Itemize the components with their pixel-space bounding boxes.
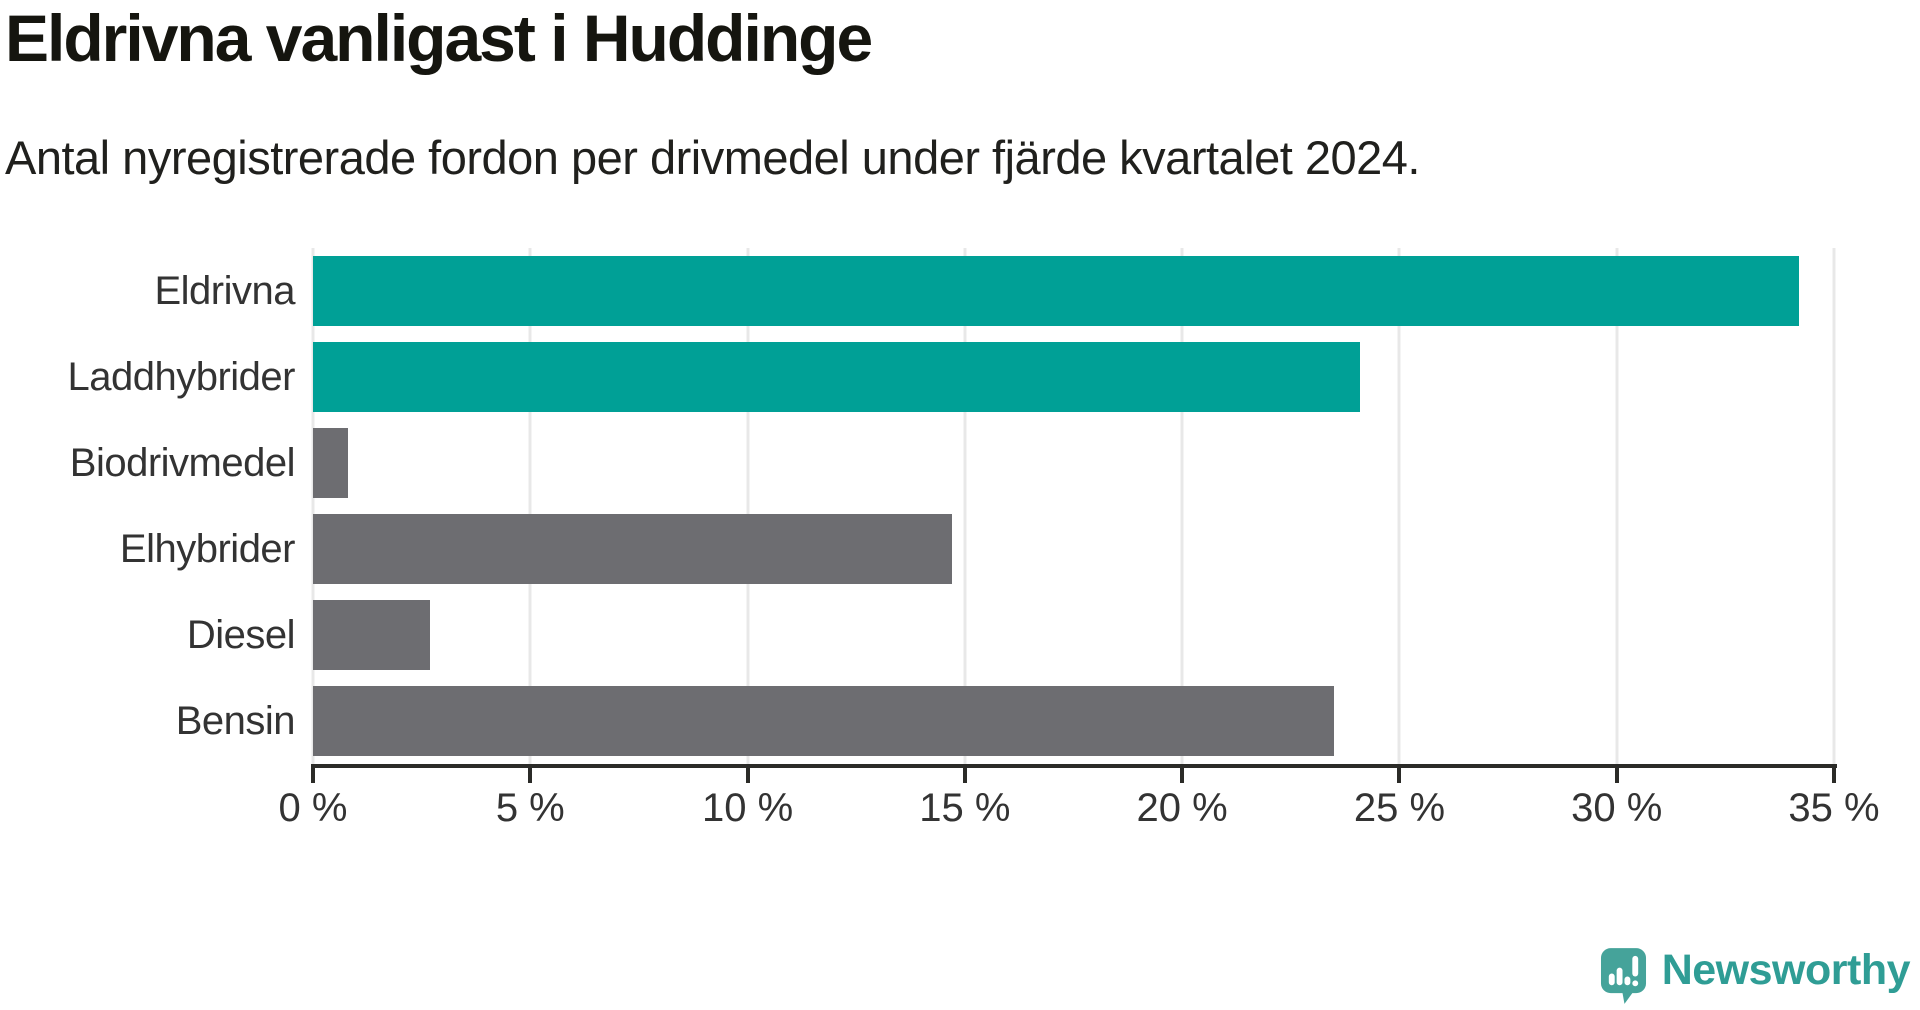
gridline (746, 248, 750, 764)
axis-tick-label: 15 % (919, 786, 1011, 830)
bar-row: Biodrivmedel (0, 420, 1834, 506)
gridline (1180, 248, 1184, 764)
x-axis-line (311, 764, 1837, 768)
axis-tick-label: 0 % (278, 786, 348, 830)
category-label: Eldrivna (154, 268, 295, 313)
bar-diesel (313, 600, 431, 670)
newsworthy-logo-icon (1600, 948, 1646, 1004)
gridline (311, 248, 315, 764)
category-label: Diesel (186, 612, 296, 657)
bar-biodrivmedel (313, 428, 348, 498)
bar-track (313, 248, 1834, 334)
x-axis-labels: 0 % 5 % 10 % 15 % 20 % 25 % 30 % 35 % (279, 786, 1880, 832)
x-axis-ticks (311, 764, 1836, 784)
axis-tick-label: 5 % (495, 786, 565, 830)
axis-tick (528, 764, 533, 783)
bar-track (313, 506, 1834, 592)
bar-row: Elhybrider (0, 506, 1834, 592)
bar-track (313, 678, 1834, 764)
bar-row: Laddhybrider (0, 334, 1834, 420)
bar-track (313, 420, 1834, 506)
axis-tick (745, 764, 750, 783)
axis-tick (1614, 764, 1619, 783)
category-label: Laddhybrider (67, 354, 296, 399)
newsworthy-logo-text: Newsworthy (1661, 946, 1911, 994)
axis-tick (1180, 764, 1185, 783)
bar-bensin (313, 686, 1335, 756)
bar-track (313, 334, 1834, 420)
chart-subtitle: Antal nyregistrerade fordon per drivmede… (5, 131, 1420, 184)
axis-tick (962, 764, 967, 783)
bar-rows: Eldrivna Laddhybrider Biodrivmedel Elhybrid… (0, 248, 1834, 764)
gridline (1397, 248, 1401, 764)
plot-area (311, 248, 1836, 764)
bar-row: Bensin (0, 678, 1834, 764)
chart-title: Eldrivna vanligast i Huddinge (5, 1, 873, 75)
bar-track (313, 592, 1834, 678)
newsworthy-logo: Newsworthy (1600, 946, 1911, 1004)
category-label: Bensin (175, 698, 296, 743)
axis-tick (1832, 764, 1836, 783)
gridline (528, 248, 532, 764)
axis-tick-label: 25 % (1353, 786, 1446, 830)
gridline (1832, 248, 1836, 764)
gridline (1615, 248, 1619, 764)
axis-tick-label: 20 % (1136, 786, 1228, 830)
axis-tick (311, 764, 315, 783)
axis-tick-label: 10 % (701, 786, 794, 830)
bar-laddhybrider (313, 342, 1361, 412)
axis-tick-label: 30 % (1571, 786, 1663, 830)
bar-row: Diesel (0, 592, 1834, 678)
axis-tick-label: 35 % (1788, 786, 1880, 830)
axis-tick (1397, 764, 1402, 783)
bar-row: Eldrivna (0, 248, 1834, 334)
bar-eldrivna (313, 256, 1800, 326)
bar-elhybrider (313, 514, 952, 584)
category-label: Elhybrider (119, 526, 296, 571)
gridline (963, 248, 967, 764)
category-label: Biodrivmedel (69, 440, 296, 485)
